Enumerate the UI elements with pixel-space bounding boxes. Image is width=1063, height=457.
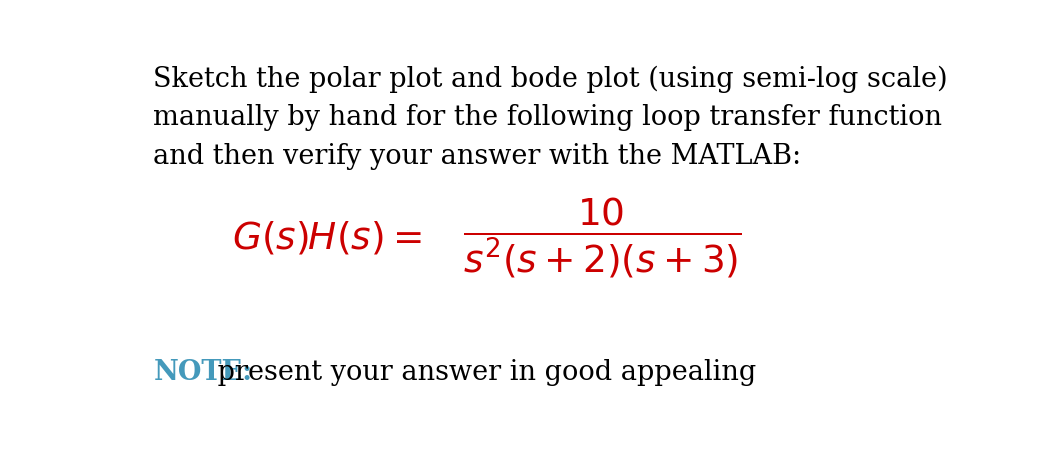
Text: present your answer in good appealing: present your answer in good appealing bbox=[209, 359, 757, 386]
Text: NOTE:: NOTE: bbox=[153, 359, 253, 386]
Text: Sketch the polar plot and bode plot (using semi-log scale)
manually by hand for : Sketch the polar plot and bode plot (usi… bbox=[153, 65, 948, 170]
Text: $\dfrac{10}{s^2(s+2)(s+3)}$: $\dfrac{10}{s^2(s+2)(s+3)}$ bbox=[463, 196, 742, 280]
Text: $\mathit{G(s)H(s)}=$: $\mathit{G(s)H(s)}=$ bbox=[232, 219, 421, 256]
